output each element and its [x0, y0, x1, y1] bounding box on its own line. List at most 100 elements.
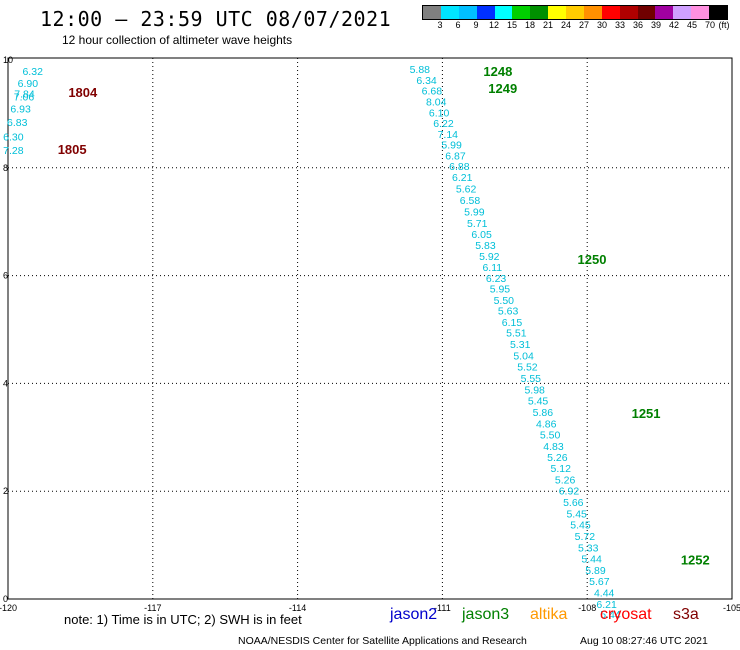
wave-height-value: 5.92 [479, 251, 500, 263]
pass-number-label: 1251 [632, 406, 661, 421]
pass-number-label: 1252 [681, 553, 710, 568]
x-tick-label: -105 [723, 603, 740, 613]
colorbar-tick-label: 18 [524, 20, 536, 30]
wave-height-value: 6.23 [486, 273, 507, 285]
colorbar-tick-label: 12 [488, 20, 500, 30]
wave-height-value: 5.04 [513, 350, 534, 362]
legend-s3a: s3a [673, 606, 699, 623]
wave-height-value: 6.32 [22, 66, 43, 78]
wave-height-value: 5.86 [533, 407, 554, 419]
wave-height-value: 5.50 [494, 295, 515, 307]
colorbar-labels: 3 6 9 12 15 18 21 24 27 30 33 36 39 42 45 70 (ft) [422, 20, 730, 32]
map-frame [7, 57, 733, 600]
wave-height-value: 7.06 [14, 92, 35, 104]
x-tick-label: -120 [0, 603, 17, 613]
colorbar-swatch [566, 6, 584, 19]
wave-height-value: 6.11 [482, 262, 502, 274]
colorbar-unit: (ft) [718, 20, 730, 30]
wave-height-value: 5.99 [441, 140, 462, 152]
wave-height-value: 6.15 [502, 317, 523, 329]
x-tick-label: -117 [144, 603, 161, 613]
wave-height-value: 5.51 [506, 328, 527, 340]
wave-height-value: 5.67 [589, 576, 610, 588]
wave-height-value: 5.89 [585, 565, 606, 577]
colorbar-swatch [637, 6, 656, 19]
colorbar-swatch [601, 6, 620, 19]
wave-height-value: 6.10 [429, 107, 450, 119]
page-title: 12:00 – 23:59 UTC 08/07/2021 [40, 7, 392, 31]
wave-height-value: 6.90 [18, 78, 39, 90]
colorbar-swatch [548, 6, 566, 19]
wave-height-value: 6.22 [433, 118, 454, 130]
colorbar-swatch [512, 6, 531, 19]
pass-number-label: 1248 [483, 64, 512, 79]
colorbar-swatch [709, 6, 727, 19]
wave-height-value: 4.83 [543, 441, 564, 453]
wave-height-value: 5.44 [581, 554, 602, 566]
wave-height-value: 6.83 [7, 117, 28, 129]
colorbar-swatch [440, 6, 459, 19]
wave-height-value: 6.21 [596, 599, 617, 611]
pass-number-label: 1804 [68, 85, 98, 100]
colorbar-tick-label: 3 [437, 20, 443, 30]
wave-height-value: 6.88 [449, 161, 470, 173]
colorbar-swatch [494, 6, 513, 19]
wave-height-value: 5.45 [528, 396, 549, 408]
wave-height-value: 5.72 [575, 531, 596, 543]
x-tick-label: -108 [578, 603, 596, 613]
wave-height-value: 5.45 [570, 520, 591, 532]
wave-height-value: 6.21 [452, 172, 473, 184]
wave-height-value: 5.52 [517, 362, 538, 374]
wave-height-value: 5.26 [555, 474, 576, 486]
colorbar-swatch [458, 6, 477, 19]
wave-height-value: 6.92 [559, 486, 580, 498]
colorbar-swatch [655, 6, 674, 19]
wave-height-value: 5.99 [464, 206, 485, 218]
wave-height-value: 6.93 [10, 104, 31, 116]
wave-height-value: 5.98 [524, 384, 545, 396]
colorbar-tick-label: 6 [455, 20, 461, 30]
wave-height-value: 8.04 [426, 97, 447, 109]
colorbar-swatch [476, 6, 495, 19]
wave-height-value: 5.45 [566, 508, 587, 520]
x-tick-label: -111 [434, 603, 451, 613]
colorbar-tick-label: 36 [632, 20, 644, 30]
page-subtitle: 12 hour collection of altimeter wave hei… [62, 33, 293, 47]
y-tick-label: 4 [3, 378, 8, 388]
colorbar-tick-label: 45 [686, 20, 698, 30]
colorbar-tick-label: 30 [596, 20, 608, 30]
legend-jason3: jason3 [462, 606, 510, 623]
wave-height-value: 4.86 [536, 418, 557, 430]
legend-cryosat: cryosat [600, 606, 652, 623]
footer-note: note: 1) Time is in UTC; 2) SWH is in fe… [64, 612, 302, 627]
wave-height-value: 5.95 [490, 284, 511, 296]
wave-height-value: 5.12 [551, 463, 572, 475]
wave-height-value: 6.05 [471, 229, 492, 241]
y-tick-label: 2 [3, 486, 8, 496]
wave-height-value: 6.68 [422, 86, 443, 98]
generation-timestamp: Aug 10 08:27:46 UTC 2021 [580, 635, 708, 647]
colorbar-swatch [583, 6, 602, 19]
colorbar-tick-label: 21 [542, 20, 554, 30]
colorbar-tick-label: 9 [473, 20, 479, 30]
pass-number-label: 1250 [578, 252, 607, 267]
wave-height-value: 5.83 [475, 240, 496, 252]
wave-height-value: 5.71 [467, 218, 488, 230]
colorbar-tick-label: 70 [704, 20, 716, 30]
credit-line: NOAA/NESDIS Center for Satellite Applica… [238, 635, 527, 647]
wave-height-value: 7.14 [438, 129, 459, 141]
colorbar-tick-label: 24 [560, 20, 572, 30]
wave-height-colorbar [422, 5, 728, 20]
colorbar-swatch [619, 6, 638, 19]
y-tick-label: 10 [3, 55, 13, 65]
wave-height-value: 5.63 [498, 306, 519, 318]
pass-number-label: 1249 [488, 81, 517, 96]
y-tick-label: 6 [3, 271, 8, 281]
x-tick-label: -114 [289, 603, 306, 613]
wave-height-value: 5.44 [600, 609, 621, 621]
y-tick-label: 8 [3, 163, 8, 173]
colorbar-swatch [691, 6, 709, 19]
colorbar-tick-label: 42 [668, 20, 680, 30]
wave-height-value: 6.87 [445, 150, 466, 162]
